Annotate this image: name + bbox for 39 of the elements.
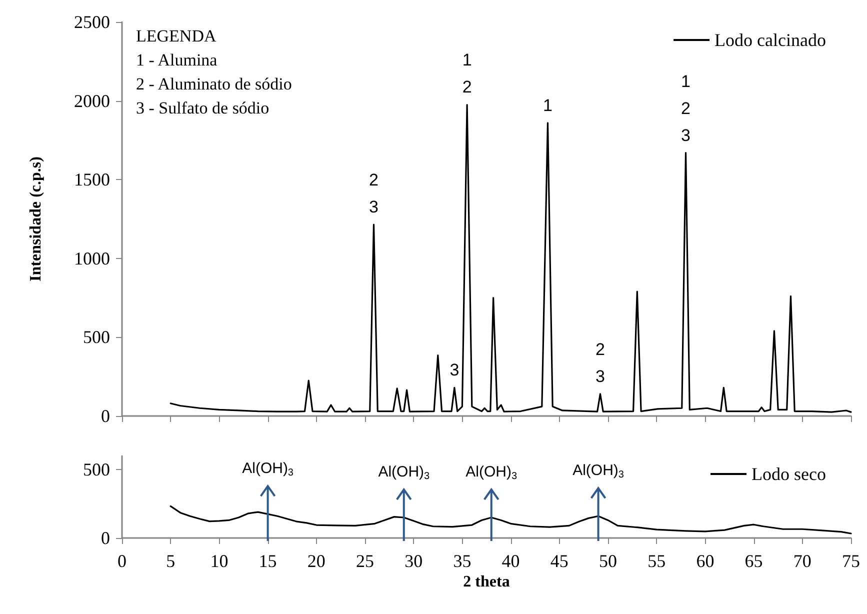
x-tick-label: 0 bbox=[118, 551, 126, 571]
y-tick-label: 0 bbox=[101, 528, 110, 548]
y-tick-label: 500 bbox=[83, 327, 110, 348]
annotation: 1 bbox=[543, 96, 552, 115]
x-tick-label: 65 bbox=[744, 551, 763, 571]
y-tick-label: 1500 bbox=[74, 170, 110, 190]
legend-label: Lodo calcinado bbox=[714, 30, 826, 50]
x-tick-label: 30 bbox=[404, 551, 423, 571]
x-tick-label: 35 bbox=[453, 551, 472, 571]
x-axis-title: 2 theta bbox=[463, 574, 510, 590]
annotation: LEGENDA bbox=[136, 26, 217, 46]
y-tick-label: 2500 bbox=[74, 12, 110, 32]
x-tick-label: 50 bbox=[599, 551, 617, 571]
y-tick-label: 500 bbox=[83, 460, 110, 480]
annotation: 2 3 bbox=[369, 170, 378, 217]
x-tick-label: 70 bbox=[793, 551, 812, 571]
annotation: 2 - Aluminato de sódio bbox=[136, 74, 292, 94]
x-tick-label: 15 bbox=[258, 551, 277, 571]
y-axis-title: Intensidade (c.p.s) bbox=[28, 156, 44, 282]
y-tick-label: 0 bbox=[101, 406, 110, 426]
legend-label: Lodo seco bbox=[752, 464, 826, 484]
annotation: 3 bbox=[450, 360, 460, 380]
x-tick-label: 5 bbox=[166, 551, 176, 571]
x-tick-label: 55 bbox=[648, 551, 666, 571]
annotation: 1 - Alumina bbox=[136, 50, 218, 70]
annotation: 3 - Sulfato de sódio bbox=[136, 98, 270, 118]
y-tick-label: 1000 bbox=[74, 248, 110, 268]
x-tick-label: 25 bbox=[356, 551, 374, 571]
x-tick-label: 40 bbox=[502, 551, 520, 571]
line-series bbox=[170, 505, 852, 534]
annotation: 1 2 bbox=[462, 50, 472, 97]
x-tick-label: 10 bbox=[210, 551, 228, 571]
x-tick-label: 60 bbox=[696, 551, 714, 571]
x-tick-label: 75 bbox=[842, 551, 860, 571]
x-tick-label: 20 bbox=[307, 551, 326, 571]
y-tick-label: 2000 bbox=[74, 90, 110, 111]
annotation: 2 3 bbox=[595, 340, 605, 386]
x-tick-label: 45 bbox=[550, 551, 568, 571]
annotation: 1 2 3 bbox=[681, 72, 690, 145]
